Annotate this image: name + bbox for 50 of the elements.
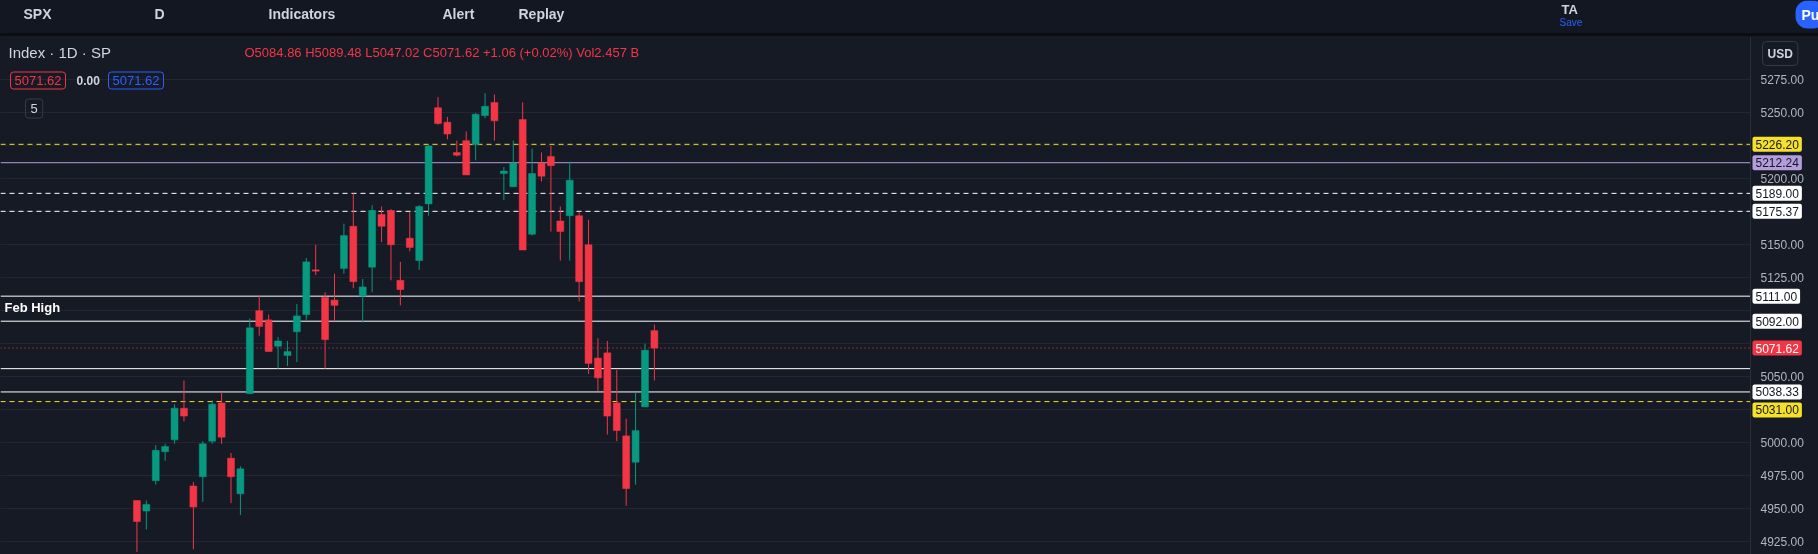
text: Indicators	[268, 5, 336, 22]
candlestick	[142, 499, 151, 530]
annotation: 5071.62	[112, 73, 160, 88]
text: USD	[1767, 46, 1794, 61]
ref-line-label: 5175.37	[1755, 204, 1800, 219]
candlestick	[490, 93, 499, 142]
annotation: 5071.62	[14, 73, 62, 88]
text: Index · 1D · SP	[8, 44, 112, 61]
text: TA	[1561, 2, 1579, 17]
ref-line-label: 5071.62	[1755, 341, 1800, 356]
ref-line-label: 5092.00	[1755, 314, 1800, 329]
ref-line-label: 5031.00	[1755, 403, 1800, 418]
ref-line-label: 5038.33	[1755, 385, 1800, 400]
text: Pu	[1801, 6, 1818, 23]
candlestick	[255, 295, 263, 337]
y-tick-label: 5150.00	[1760, 238, 1805, 253]
candlestick	[180, 380, 188, 422]
ref-line-label: 5212.24	[1755, 156, 1800, 171]
candlestick	[293, 303, 301, 363]
ref-line-label: 5226.20	[1755, 137, 1800, 152]
y-tick-label: 5250.00	[1760, 106, 1805, 121]
candlestick	[274, 336, 282, 370]
y-tick-label: 4925.00	[1760, 534, 1805, 549]
candlestick	[283, 340, 292, 367]
y-tick-label: 5000.00	[1760, 435, 1805, 450]
candlestick	[189, 481, 198, 550]
candlestick	[227, 452, 235, 504]
text: D	[154, 5, 165, 22]
candlestick	[556, 206, 565, 262]
text: O5084.86 H5089.48 L5047.02 C5071.62 +1.06 (+0.02%) Vol2.457 B	[244, 45, 640, 60]
text: Replay	[518, 5, 565, 22]
candlestick	[396, 261, 405, 306]
ref-line-label: 5189.00	[1755, 186, 1800, 201]
ref-line-label: 5111.00	[1755, 289, 1798, 304]
candlestick	[406, 211, 414, 252]
candlestick	[133, 499, 141, 553]
y-tick-label: 5125.00	[1760, 271, 1805, 286]
annotation: 0.00	[76, 74, 101, 88]
candlestick	[311, 244, 320, 276]
y-tick-label: 5200.00	[1760, 172, 1805, 187]
y-tick-label: 5050.00	[1760, 370, 1805, 385]
text: SPX	[23, 5, 53, 22]
candlestick	[359, 278, 367, 324]
y-tick-label: 4975.00	[1760, 468, 1805, 483]
annotation: Feb High	[4, 300, 61, 316]
annotation: 5	[30, 101, 38, 116]
y-tick-label: 4950.00	[1760, 501, 1805, 516]
text: Save	[1559, 17, 1583, 28]
y-tick-label: 5275.00	[1760, 73, 1805, 88]
text: Alert	[442, 5, 475, 22]
